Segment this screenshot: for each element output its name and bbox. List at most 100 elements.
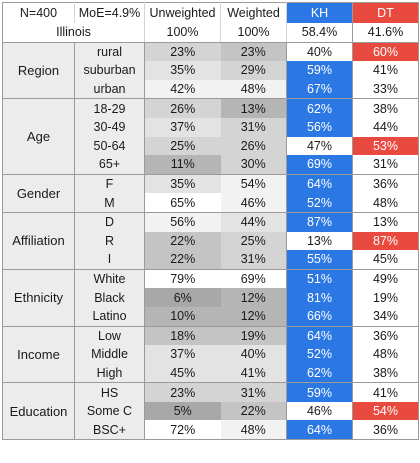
subgroup-label: rural (74, 41, 145, 62)
kh-value: 40% (286, 41, 353, 62)
weighted-value: 40% (220, 345, 287, 364)
weighted-value: 69% (220, 268, 287, 289)
row-income-middle: Middle 37% 40% 52% 48% (3, 345, 419, 364)
subgroup-label: White (74, 268, 145, 289)
subgroup-label: I (74, 250, 145, 270)
subgroup-label: R (74, 231, 145, 251)
dt-value: 44% (352, 117, 419, 137)
kh-value: 87% (286, 211, 353, 232)
dt-header: DT (352, 2, 419, 23)
dt-value: 38% (352, 363, 419, 384)
kh-value: 64% (286, 325, 353, 346)
weighted-value: 31% (220, 382, 287, 402)
subgroup-label: Low (74, 325, 145, 346)
unweighted-value: 23% (144, 41, 221, 62)
dt-value: 36% (352, 420, 419, 441)
row-age-30-49: 30-49 37% 31% 56% 44% (3, 117, 419, 137)
margin-of-error: MoE=4.9% (74, 2, 145, 23)
unweighted-value: 42% (144, 79, 221, 100)
subgroup-label: Black (74, 288, 145, 307)
unweighted-value: 35% (144, 61, 221, 80)
subgroup-label: M (74, 193, 145, 213)
kh-value: 62% (286, 98, 353, 118)
group-label: Education (2, 382, 75, 441)
weighted-header: Weighted (220, 2, 287, 23)
subgroup-label: Middle (74, 345, 145, 364)
kh-value: 51% (286, 268, 353, 289)
unweighted-header: Unweighted (144, 2, 221, 23)
dt-value: 41% (352, 61, 419, 80)
weighted-value: 12% (220, 306, 287, 327)
kh-value: 52% (286, 345, 353, 364)
dt-value: 54% (352, 401, 419, 421)
weighted-value: 26% (220, 136, 287, 156)
total-unweighted: 100% (144, 23, 221, 43)
weighted-value: 46% (220, 193, 287, 213)
group-label: Income (2, 325, 75, 384)
total-dt: 41.6% (352, 23, 419, 43)
subgroup-label: BSC+ (74, 420, 145, 441)
dt-value: 31% (352, 155, 419, 175)
kh-value: 59% (286, 61, 353, 80)
weighted-value: 19% (220, 325, 287, 346)
row-ethnicity-latino: Latino 10% 12% 66% 34% (3, 306, 419, 327)
unweighted-value: 6% (144, 288, 221, 307)
unweighted-value: 10% (144, 306, 221, 327)
weighted-value: 25% (220, 231, 287, 251)
row-affiliation-r: R 22% 25% 13% 87% (3, 231, 419, 251)
dt-value: 19% (352, 288, 419, 307)
dt-value: 87% (352, 231, 419, 251)
subgroup-label: 50-64 (74, 136, 145, 156)
row-ethnicity-white: Ethnicity White 79% 69% 51% 49% (2, 268, 419, 327)
row-gender-m: M 65% 46% 52% 48% (3, 193, 419, 213)
unweighted-value: 65% (144, 193, 221, 213)
subgroup-label: F (74, 173, 145, 194)
dt-value: 33% (352, 79, 419, 100)
dt-value: 48% (352, 193, 419, 213)
unweighted-value: 37% (144, 117, 221, 137)
kh-value: 52% (286, 193, 353, 213)
dt-value: 13% (352, 211, 419, 232)
weighted-value: 30% (220, 155, 287, 175)
kh-value: 64% (286, 420, 353, 441)
row-region-urban: urban 42% 48% 67% 33% (3, 79, 419, 100)
weighted-value: 41% (220, 363, 287, 384)
dt-value: 36% (352, 325, 419, 346)
header-row: N=400 MoE=4.9% Unweighted Weighted KH DT (2, 2, 419, 23)
group-label: Age (2, 98, 75, 175)
weighted-value: 31% (220, 117, 287, 137)
kh-value: 67% (286, 79, 353, 100)
weighted-value: 13% (220, 98, 287, 118)
kh-value: 13% (286, 231, 353, 251)
kh-value: 56% (286, 117, 353, 137)
subgroup-label: Some C (74, 401, 145, 421)
kh-value: 62% (286, 363, 353, 384)
unweighted-value: 35% (144, 173, 221, 194)
row-age-65: 65+ 11% 30% 69% 31% (3, 155, 419, 175)
subgroup-label: 30-49 (74, 117, 145, 137)
unweighted-value: 11% (144, 155, 221, 175)
unweighted-value: 22% (144, 231, 221, 251)
subgroup-label: urban (74, 79, 145, 100)
subgroup-label: 18-29 (74, 98, 145, 118)
row-education-some-c: Some C 5% 22% 46% 54% (3, 401, 419, 421)
weighted-value: 48% (220, 79, 287, 100)
crosstab-table: N=400 MoE=4.9% Unweighted Weighted KH DT… (2, 2, 419, 441)
unweighted-value: 25% (144, 136, 221, 156)
kh-value: 69% (286, 155, 353, 175)
kh-value: 59% (286, 382, 353, 402)
subgroup-label: D (74, 211, 145, 232)
weighted-value: 48% (220, 420, 287, 441)
total-label: Illinois (2, 23, 145, 43)
weighted-value: 29% (220, 61, 287, 80)
weighted-value: 31% (220, 250, 287, 270)
kh-value: 81% (286, 288, 353, 307)
group-label: Ethnicity (2, 268, 75, 327)
dt-value: 34% (352, 306, 419, 327)
total-weighted: 100% (220, 23, 287, 43)
row-age-50-64: 50-64 25% 26% 47% 53% (3, 136, 419, 156)
total-kh: 58.4% (286, 23, 353, 43)
weighted-value: 23% (220, 41, 287, 62)
weighted-value: 22% (220, 401, 287, 421)
